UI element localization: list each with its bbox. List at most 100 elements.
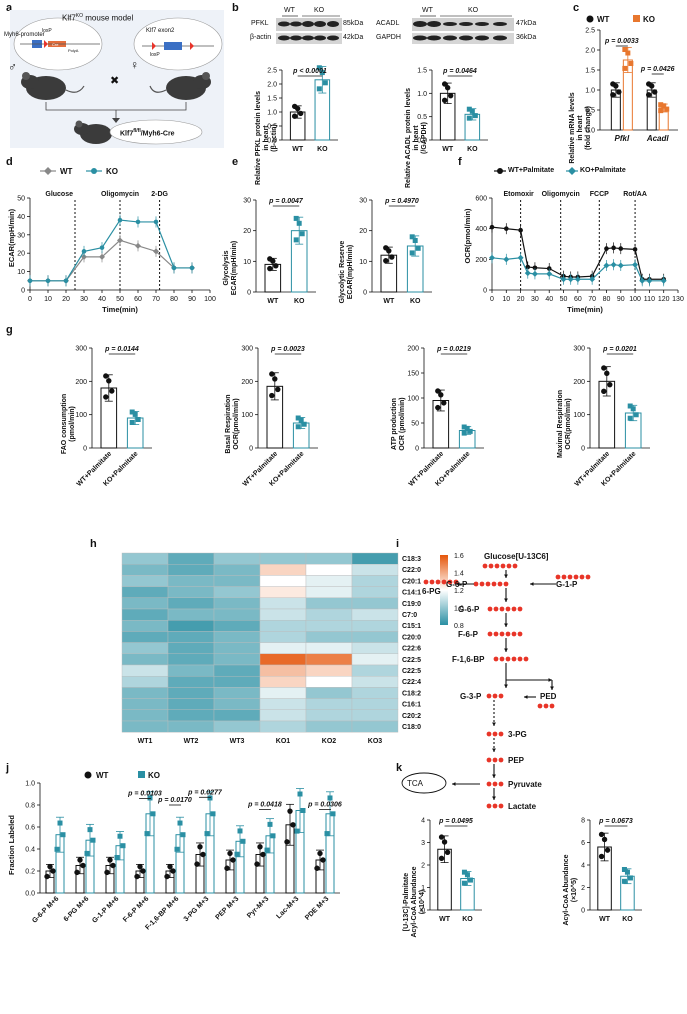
d-point	[189, 265, 195, 271]
b2-xtick-label: WT	[442, 146, 454, 153]
e1-ytick-label: 10	[243, 259, 251, 266]
h-row-label: C20:2	[402, 713, 421, 720]
g3-point	[467, 428, 473, 434]
f-point	[603, 262, 610, 269]
j-point	[290, 822, 296, 828]
k1-ytick-label: 2	[421, 863, 425, 870]
k1-pvalue: p = 0.0495	[438, 818, 473, 825]
b2-point	[441, 97, 448, 104]
f-point	[618, 246, 624, 251]
f-point	[632, 247, 638, 252]
e1-point	[267, 265, 273, 272]
cre-label: Cre	[52, 42, 59, 47]
j-point	[267, 821, 273, 827]
j-point	[330, 811, 336, 817]
e1-xtick-label: WT	[267, 298, 279, 305]
j-point	[297, 791, 303, 797]
j-point	[204, 831, 210, 837]
legend-j-wt: WT	[96, 771, 109, 780]
pathway-node-g6p-b: G-6-P	[458, 605, 480, 614]
k1-xtick-label: WT	[439, 916, 451, 923]
c-point	[658, 102, 664, 108]
loxp-triangle-icon	[44, 40, 48, 48]
loxp-label-2: loxP	[150, 52, 160, 58]
pathway-node-g6p-a: G-6-P	[446, 580, 468, 589]
j-point	[50, 868, 56, 874]
f16bp-carbon-dots	[505, 656, 511, 662]
b1-ytick-label: 2.0	[267, 82, 277, 89]
k2-ytick-label: 8	[581, 818, 585, 825]
arrow-f16bp-g3p-head	[504, 684, 508, 688]
j-ytick-label: 0.6	[25, 825, 35, 832]
f16bp-carbon-dots	[517, 656, 523, 662]
j-point	[90, 837, 96, 843]
f6p-carbon-dots	[487, 631, 493, 637]
c-point	[628, 60, 634, 66]
k2-point	[601, 836, 608, 843]
d-xtick-label: 60	[134, 296, 142, 303]
b1-ytick-label: 1.0	[267, 110, 277, 117]
h-row-label: C22:5	[402, 657, 421, 664]
f-point	[489, 224, 495, 230]
g3-axes: 0 50 100 150 200	[407, 346, 484, 453]
f-point	[517, 254, 524, 261]
b2-point	[472, 113, 478, 119]
d-xtick-label: 40	[98, 296, 106, 303]
c-ylabel: in heart	[577, 115, 584, 141]
b2-ytick-label: 0.0	[417, 138, 427, 145]
k2-ytick-label: 2	[581, 885, 585, 892]
h-row-label: C15:1	[402, 623, 421, 630]
f-point	[524, 270, 531, 277]
f-point	[617, 262, 624, 269]
k1-ytick-label: 4	[421, 818, 425, 825]
g1-ytick-label: 0	[83, 446, 87, 453]
legend-f-wt-marker	[497, 168, 503, 174]
g1p-carbon-dots	[573, 574, 579, 580]
h-row-label: C18:2	[402, 690, 421, 697]
f-xtick-label: 30	[531, 296, 539, 303]
k2-point	[624, 869, 630, 875]
f-xtick-label: 50	[560, 296, 568, 303]
legend-d-ko: KO	[106, 167, 118, 176]
b1-ytick-label: 2.5	[267, 68, 277, 75]
b2-point	[441, 81, 448, 87]
g6p2-carbon-dots	[493, 606, 499, 612]
blot2-ko-label: KO	[468, 7, 479, 14]
k1-ylabel: [U-13C]-Palmitate	[403, 873, 410, 931]
g6p2-carbon-dots	[517, 606, 523, 612]
h-row-label: C14:1	[402, 590, 421, 597]
c-pvalue: p = 0.0426	[640, 66, 675, 73]
j-point	[314, 865, 320, 871]
f-xtick-label: 100	[629, 296, 641, 303]
d-xlabel: Time(min)	[102, 305, 138, 314]
pep-carbon-dots	[492, 757, 498, 763]
e2-ytick-label: 10	[359, 259, 367, 266]
g3-pvalue: p = 0.0219	[436, 346, 471, 353]
e1-axes: 0 10 20 30	[243, 198, 316, 297]
panel-label-i: i	[396, 538, 400, 550]
g6p-carbon-dots	[497, 581, 503, 587]
b1-ytick-label: 0.5	[267, 124, 277, 131]
c-ytick-label: 0.5	[585, 108, 595, 115]
h-row-label: C18:3	[402, 556, 421, 563]
d-xtick-label: 0	[28, 296, 32, 303]
g4-pvalue: p = 0.0201	[602, 346, 637, 353]
d-point	[171, 265, 177, 271]
male-symbol: ♂	[8, 60, 17, 74]
b1-point	[322, 80, 328, 86]
h-cell	[351, 720, 399, 733]
h-col-label: WT3	[230, 738, 245, 745]
arrow-pep-pyr-head	[492, 774, 496, 778]
g2-point	[301, 421, 307, 427]
k1-point	[461, 869, 467, 875]
g2-point	[275, 386, 281, 393]
b2-ylabel: in heart	[413, 125, 420, 151]
panel-label-f: f	[458, 156, 462, 168]
d-point	[99, 245, 105, 250]
f-point	[503, 256, 510, 263]
polya-label: PolyA	[68, 48, 79, 53]
j-point	[224, 865, 230, 871]
glucose-carbon-dots	[500, 563, 506, 569]
j-point	[194, 861, 200, 867]
